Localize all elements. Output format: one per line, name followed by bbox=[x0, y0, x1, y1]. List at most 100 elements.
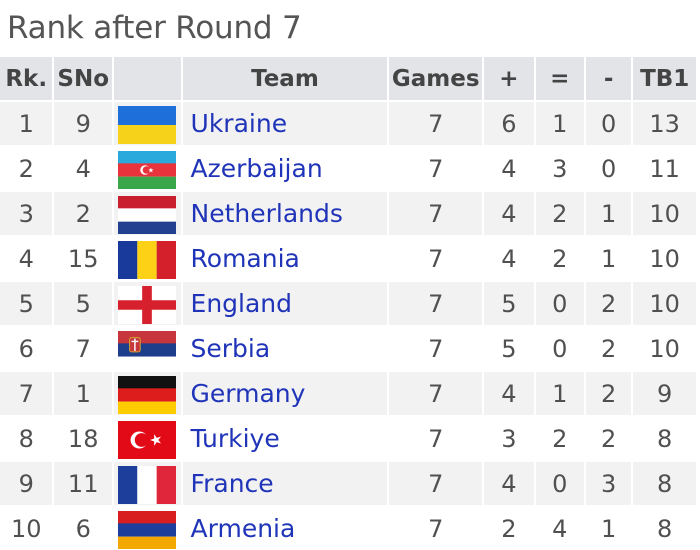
turkiye-flag-icon bbox=[118, 420, 177, 459]
table-row: 9 11 France 7 4 0 3 8 bbox=[0, 460, 696, 505]
draws-cell: 0 bbox=[535, 460, 584, 505]
team-link[interactable]: Serbia bbox=[182, 325, 388, 370]
column-header-draws[interactable]: = bbox=[535, 57, 584, 100]
games-cell: 7 bbox=[389, 325, 483, 370]
france-flag-icon bbox=[118, 465, 177, 504]
tb1-cell: 8 bbox=[633, 505, 696, 550]
games-cell: 7 bbox=[389, 460, 483, 505]
rank-cell: 10 bbox=[0, 505, 53, 550]
table-row: 10 6 Armenia 7 2 4 1 8 bbox=[0, 505, 696, 550]
tb1-cell: 10 bbox=[633, 235, 696, 280]
losses-cell: 0 bbox=[585, 145, 632, 190]
tb1-cell: 10 bbox=[633, 280, 696, 325]
team-link[interactable]: France bbox=[182, 460, 388, 505]
wins-cell: 5 bbox=[484, 325, 534, 370]
draws-cell: 0 bbox=[535, 280, 584, 325]
column-header-losses[interactable]: - bbox=[585, 57, 632, 100]
wins-cell: 2 bbox=[484, 505, 534, 550]
table-row: 2 4 Azerbaijan 7 4 3 0 11 bbox=[0, 145, 696, 190]
rank-cell: 5 bbox=[0, 280, 53, 325]
tb1-cell: 13 bbox=[633, 100, 696, 145]
losses-cell: 2 bbox=[585, 370, 632, 415]
rank-cell: 3 bbox=[0, 190, 53, 235]
sno-cell: 7 bbox=[54, 325, 112, 370]
tb1-cell: 9 bbox=[633, 370, 696, 415]
draws-cell: 0 bbox=[535, 325, 584, 370]
draws-cell: 2 bbox=[535, 415, 584, 460]
flag-cell bbox=[113, 235, 181, 280]
games-cell: 7 bbox=[389, 505, 483, 550]
table-row: 5 5 England 7 5 0 2 10 bbox=[0, 280, 696, 325]
england-flag-icon bbox=[118, 285, 177, 324]
page-title: Rank after Round 7 bbox=[7, 10, 302, 46]
column-header-rank[interactable]: Rk. bbox=[0, 57, 53, 100]
tb1-cell: 11 bbox=[633, 145, 696, 190]
sno-cell: 11 bbox=[54, 460, 112, 505]
games-cell: 7 bbox=[389, 235, 483, 280]
romania-flag-icon bbox=[118, 240, 177, 279]
flag-cell bbox=[113, 145, 181, 190]
germany-flag-icon bbox=[118, 375, 177, 414]
table-row: 1 9 Ukraine 7 6 1 0 13 bbox=[0, 100, 696, 145]
table-row: 6 7 Serbia 7 5 0 2 10 bbox=[0, 325, 696, 370]
draws-cell: 2 bbox=[535, 235, 584, 280]
serbia-flag-icon bbox=[118, 330, 177, 369]
flag-cell bbox=[113, 190, 181, 235]
tb1-cell: 8 bbox=[633, 460, 696, 505]
sno-cell: 18 bbox=[54, 415, 112, 460]
team-link[interactable]: England bbox=[182, 280, 388, 325]
wins-cell: 3 bbox=[484, 415, 534, 460]
draws-cell: 1 bbox=[535, 100, 584, 145]
column-header-tb1[interactable]: TB1 bbox=[633, 57, 696, 100]
draws-cell: 3 bbox=[535, 145, 584, 190]
flag-cell bbox=[113, 325, 181, 370]
draws-cell: 2 bbox=[535, 190, 584, 235]
games-cell: 7 bbox=[389, 280, 483, 325]
team-link[interactable]: Romania bbox=[182, 235, 388, 280]
flag-cell bbox=[113, 415, 181, 460]
losses-cell: 1 bbox=[585, 190, 632, 235]
losses-cell: 0 bbox=[585, 100, 632, 145]
team-link[interactable]: Ukraine bbox=[182, 100, 388, 145]
ukraine-flag-icon bbox=[118, 105, 177, 144]
table-row: 8 18 Turkiye 7 3 2 2 8 bbox=[0, 415, 696, 460]
team-link[interactable]: Turkiye bbox=[182, 415, 388, 460]
losses-cell: 2 bbox=[585, 325, 632, 370]
rank-cell: 2 bbox=[0, 145, 53, 190]
team-link[interactable]: Armenia bbox=[182, 505, 388, 550]
sno-cell: 15 bbox=[54, 235, 112, 280]
flag-cell bbox=[113, 100, 181, 145]
wins-cell: 6 bbox=[484, 100, 534, 145]
wins-cell: 4 bbox=[484, 370, 534, 415]
team-link[interactable]: Germany bbox=[182, 370, 388, 415]
flag-cell bbox=[113, 280, 181, 325]
losses-cell: 2 bbox=[585, 415, 632, 460]
losses-cell: 2 bbox=[585, 280, 632, 325]
sno-cell: 6 bbox=[54, 505, 112, 550]
losses-cell: 1 bbox=[585, 235, 632, 280]
column-header-team[interactable]: Team bbox=[182, 57, 388, 100]
rank-cell: 7 bbox=[0, 370, 53, 415]
team-link[interactable]: Netherlands bbox=[182, 190, 388, 235]
flag-cell bbox=[113, 460, 181, 505]
wins-cell: 4 bbox=[484, 145, 534, 190]
tb1-cell: 10 bbox=[633, 190, 696, 235]
column-header-wins[interactable]: + bbox=[484, 57, 534, 100]
games-cell: 7 bbox=[389, 415, 483, 460]
rank-cell: 8 bbox=[0, 415, 53, 460]
wins-cell: 4 bbox=[484, 190, 534, 235]
table-row: 7 1 Germany 7 4 1 2 9 bbox=[0, 370, 696, 415]
column-header-sno[interactable]: SNo bbox=[54, 57, 112, 100]
team-link[interactable]: Azerbaijan bbox=[182, 145, 388, 190]
netherlands-flag-icon bbox=[118, 195, 177, 234]
losses-cell: 3 bbox=[585, 460, 632, 505]
sno-cell: 1 bbox=[54, 370, 112, 415]
table-row: 3 2 Netherlands 7 4 2 1 10 bbox=[0, 190, 696, 235]
games-cell: 7 bbox=[389, 370, 483, 415]
sno-cell: 2 bbox=[54, 190, 112, 235]
losses-cell: 1 bbox=[585, 505, 632, 550]
table-header-row: Rk. SNo Team Games + = - TB1 bbox=[0, 57, 696, 100]
sno-cell: 9 bbox=[54, 100, 112, 145]
draws-cell: 1 bbox=[535, 370, 584, 415]
column-header-games[interactable]: Games bbox=[389, 57, 483, 100]
